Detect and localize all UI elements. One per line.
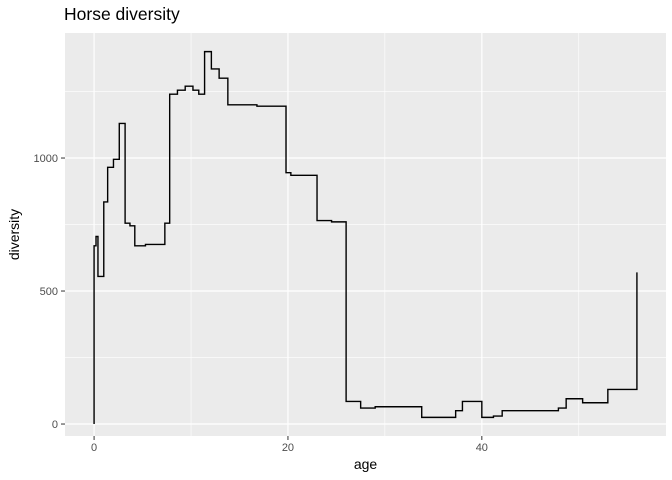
x-axis-title: age [354, 456, 378, 472]
y-axis-ticks: 0 500 1000 [34, 153, 65, 431]
plot-panel [65, 33, 666, 436]
series-step-line [93, 50, 638, 425]
y-axis-title: diversity [6, 209, 22, 260]
x-tick-label: 0 [91, 442, 97, 454]
y-tick-label: 500 [40, 286, 58, 298]
x-tick-label: 20 [282, 442, 294, 454]
x-tick-label: 40 [476, 442, 488, 454]
y-tick-label: 1000 [34, 153, 58, 165]
y-tick-label: 0 [52, 419, 58, 431]
chart-title: Horse diversity [64, 4, 180, 24]
x-axis-ticks: 0 20 40 [91, 436, 488, 454]
minor-gridlines [65, 33, 666, 436]
